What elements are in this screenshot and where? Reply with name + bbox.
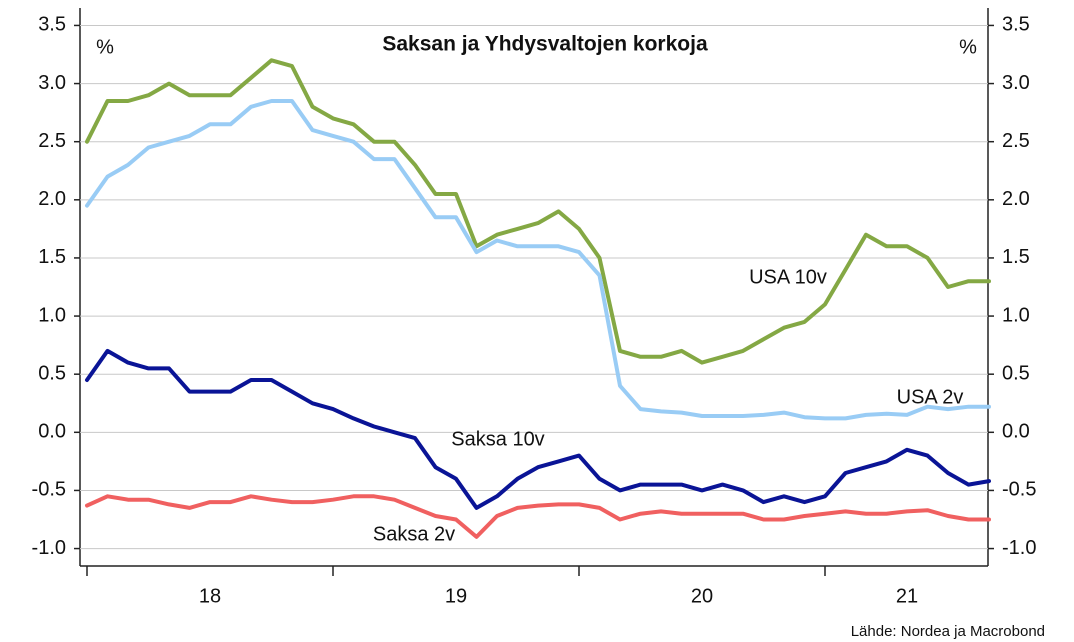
y2-tick-label: 1.0 (1002, 304, 1030, 326)
y2-tick-label: 2.0 (1002, 188, 1030, 210)
y2-tick-label: 2.5 (1002, 130, 1030, 152)
series-line (85, 494, 991, 539)
x-tick-label: 18 (199, 585, 221, 607)
y-tick-label: 1.5 (38, 246, 66, 268)
y-tick-label: 3.0 (38, 72, 66, 94)
series-label: Saksa 2v (373, 523, 455, 545)
y-tick-label: 0.0 (38, 421, 66, 443)
series-label: Saksa 10v (451, 428, 544, 450)
y2-tick-label: -0.5 (1002, 479, 1036, 501)
y-tick-label: 3.5 (38, 14, 66, 36)
x-tick-label: 21 (896, 585, 918, 607)
series-line (85, 99, 991, 421)
series-label: USA 10v (749, 266, 827, 288)
y2-tick-label: 3.0 (1002, 72, 1030, 94)
y-tick-label: 0.5 (38, 362, 66, 384)
y-tick-label: -1.0 (32, 537, 66, 559)
y-tick-label: 2.5 (38, 130, 66, 152)
series-line (85, 348, 991, 510)
y-tick-label: 1.0 (38, 304, 66, 326)
y2-tick-label: 1.5 (1002, 246, 1030, 268)
series-label: USA 2v (897, 386, 964, 408)
y2-tick-label: 0.5 (1002, 362, 1030, 384)
y-unit: % (96, 36, 114, 58)
y-tick-label: -0.5 (32, 479, 66, 501)
y2-tick-label: 3.5 (1002, 14, 1030, 36)
series-line (85, 58, 991, 365)
x-tick-label: 20 (691, 585, 713, 607)
y2-unit: % (959, 36, 977, 58)
x-tick-label: 19 (445, 585, 467, 607)
chart-title: Saksan ja Yhdysvaltojen korkoja (382, 33, 708, 56)
y-tick-label: 2.0 (38, 188, 66, 210)
y2-tick-label: -1.0 (1002, 537, 1036, 559)
source: Lähde: Nordea ja Macrobond (851, 623, 1045, 640)
y2-tick-label: 0.0 (1002, 421, 1030, 443)
